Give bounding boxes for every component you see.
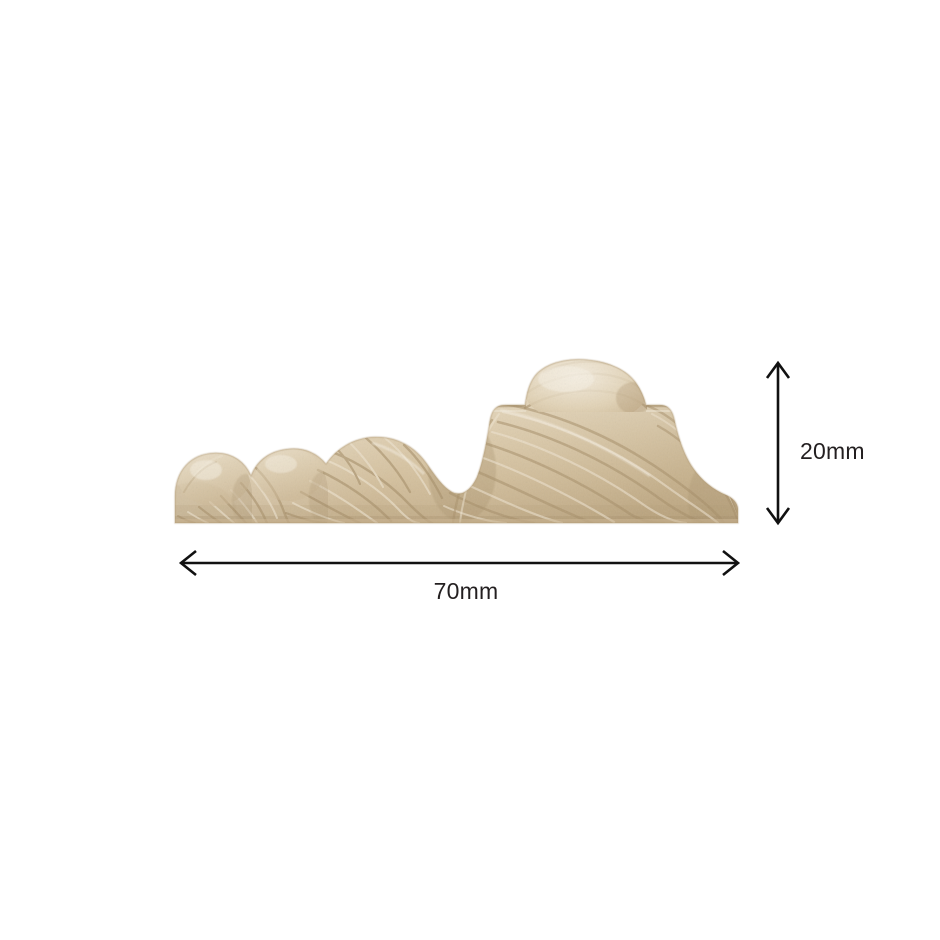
wood-grain-speckle	[175, 359, 738, 523]
moulding-profile-image	[174, 358, 739, 524]
height-dimension-label: 20mm	[800, 438, 865, 464]
width-arrow-right-head	[722, 549, 741, 577]
height-arrow-bottom-head	[765, 507, 791, 526]
height-arrow-top-head	[765, 360, 791, 379]
width-arrow-left-head	[178, 549, 197, 577]
height-dimension-annotation: 20mm	[765, 360, 865, 526]
width-dimension-label: 70mm	[434, 578, 499, 604]
width-dimension-annotation: 70mm	[178, 549, 741, 604]
